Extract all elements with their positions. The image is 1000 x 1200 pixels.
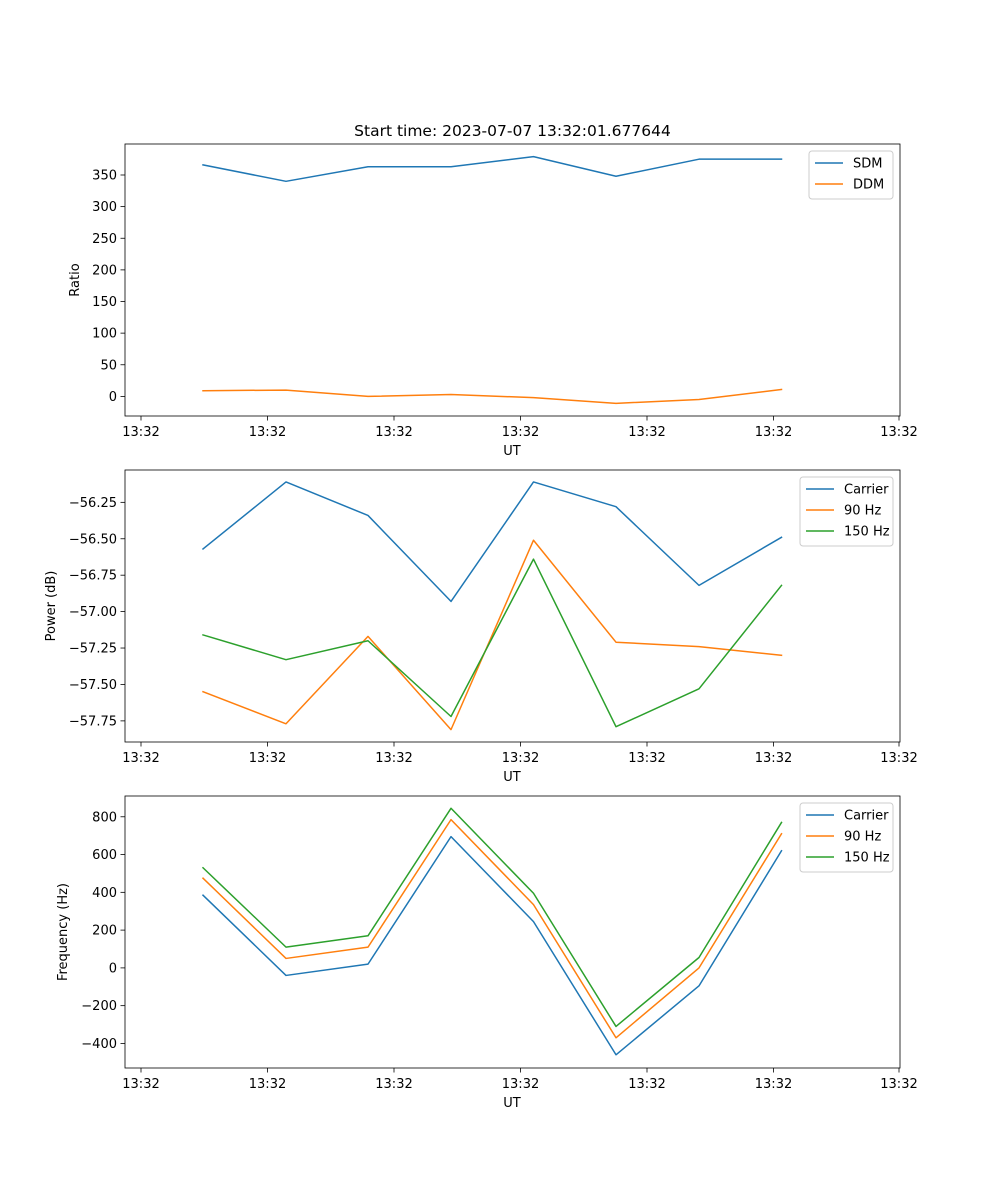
- y-tick-label: 50: [100, 358, 117, 373]
- legend-label: 90 Hz: [844, 504, 881, 519]
- y-tick-label: 350: [92, 168, 117, 183]
- y-tick-label: 0: [109, 390, 117, 405]
- x-tick-label: 13:32: [628, 425, 665, 440]
- y-tick-label: 200: [92, 924, 117, 939]
- legend-box: [799, 476, 894, 547]
- legend: Carrier 90 Hz 150 Hz: [799, 476, 894, 547]
- y-tick-label: −57.75: [69, 714, 117, 729]
- x-axis-label: UT: [503, 1096, 521, 1111]
- x-tick-label: 13:32: [880, 425, 917, 440]
- y-tick-label: 200: [92, 263, 117, 278]
- x-tick-label: 13:32: [755, 425, 792, 440]
- x-tick-label: 13:32: [375, 751, 412, 766]
- y-tick-label: 600: [92, 848, 117, 863]
- y-tick-label: 300: [92, 200, 117, 215]
- chart-title: Start time: 2023-07-07 13:32:01.677644: [354, 122, 671, 140]
- y-tick-label: −56.50: [69, 532, 117, 547]
- legend: Carrier 90 Hz 150 Hz: [799, 802, 894, 873]
- x-tick-label: 13:32: [502, 1077, 539, 1092]
- y-tick-label: −56.25: [69, 496, 117, 511]
- y-tick-label: −57.25: [69, 642, 117, 657]
- legend-label: 150 Hz: [844, 851, 890, 866]
- x-tick-label: 13:32: [249, 751, 286, 766]
- y-axis-label: Power (dB): [44, 571, 59, 642]
- y-tick-label: −56.75: [69, 569, 117, 584]
- x-tick-label: 13:32: [755, 751, 792, 766]
- x-tick-label: 13:32: [880, 1077, 917, 1092]
- subplot-1: 13:32 13:32 13:32 13:32 13:32 13:32 13:32 0 50 10…: [68, 122, 918, 459]
- y-tick-label: 250: [92, 232, 117, 247]
- y-tick-label: −57.00: [69, 605, 117, 620]
- legend-label: SDM: [853, 157, 882, 172]
- legend: SDM DDM: [808, 150, 894, 200]
- x-tick-label: 13:32: [375, 1077, 412, 1092]
- x-axis-label: UT: [503, 444, 521, 459]
- y-tick-label: 800: [92, 810, 117, 825]
- x-tick-label: 13:32: [755, 1077, 792, 1092]
- legend-label: 150 Hz: [844, 525, 890, 540]
- series-line-ddm: [202, 388, 783, 405]
- x-tick-label: 13:32: [249, 425, 286, 440]
- y-tick-label: 100: [92, 327, 117, 342]
- x-tick-label: 13:32: [375, 425, 412, 440]
- axes-frame: [124, 143, 901, 417]
- axes-frame: [124, 795, 901, 1069]
- series-line-150-hz: [201, 807, 783, 1028]
- series-line-150-hz: [202, 558, 783, 728]
- y-tick-label: 0: [109, 961, 117, 976]
- subplot-3: 13:32 13:32 13:32 13:32 13:32 13:32 13:32 −400 −…: [56, 795, 918, 1111]
- y-tick-label: −200: [81, 999, 117, 1014]
- axes-frame: [124, 469, 901, 743]
- x-tick-label: 13:32: [628, 751, 665, 766]
- y-tick-label: −400: [81, 1037, 117, 1052]
- subplot-2: 13:32 13:32 13:32 13:32 13:32 13:32 13:32 −57.7…: [44, 469, 918, 785]
- x-axis-label: UT: [503, 770, 521, 785]
- series-line-sdm: [202, 155, 783, 183]
- series-line-carrier: [201, 835, 783, 1056]
- legend-box: [799, 802, 894, 873]
- legend-label: Carrier: [844, 809, 889, 824]
- series-line-carrier: [201, 481, 783, 603]
- x-tick-label: 13:32: [502, 425, 539, 440]
- x-tick-label: 13:32: [122, 751, 159, 766]
- x-tick-label: 13:32: [249, 1077, 286, 1092]
- x-tick-label: 13:32: [880, 751, 917, 766]
- y-tick-label: −57.50: [69, 678, 117, 693]
- legend-label: Carrier: [844, 483, 889, 498]
- x-tick-label: 13:32: [122, 425, 159, 440]
- y-axis-label: Frequency (Hz): [56, 883, 71, 981]
- x-tick-label: 13:32: [502, 751, 539, 766]
- legend-label: DDM: [853, 178, 884, 193]
- y-tick-label: 400: [92, 886, 117, 901]
- series-line-90-hz: [201, 818, 783, 1039]
- x-tick-label: 13:32: [122, 1077, 159, 1092]
- y-axis-label: Ratio: [68, 263, 83, 296]
- y-tick-label: 150: [92, 295, 117, 310]
- series-line-90-hz: [202, 539, 783, 731]
- legend-label: 90 Hz: [844, 830, 881, 845]
- x-tick-label: 13:32: [628, 1077, 665, 1092]
